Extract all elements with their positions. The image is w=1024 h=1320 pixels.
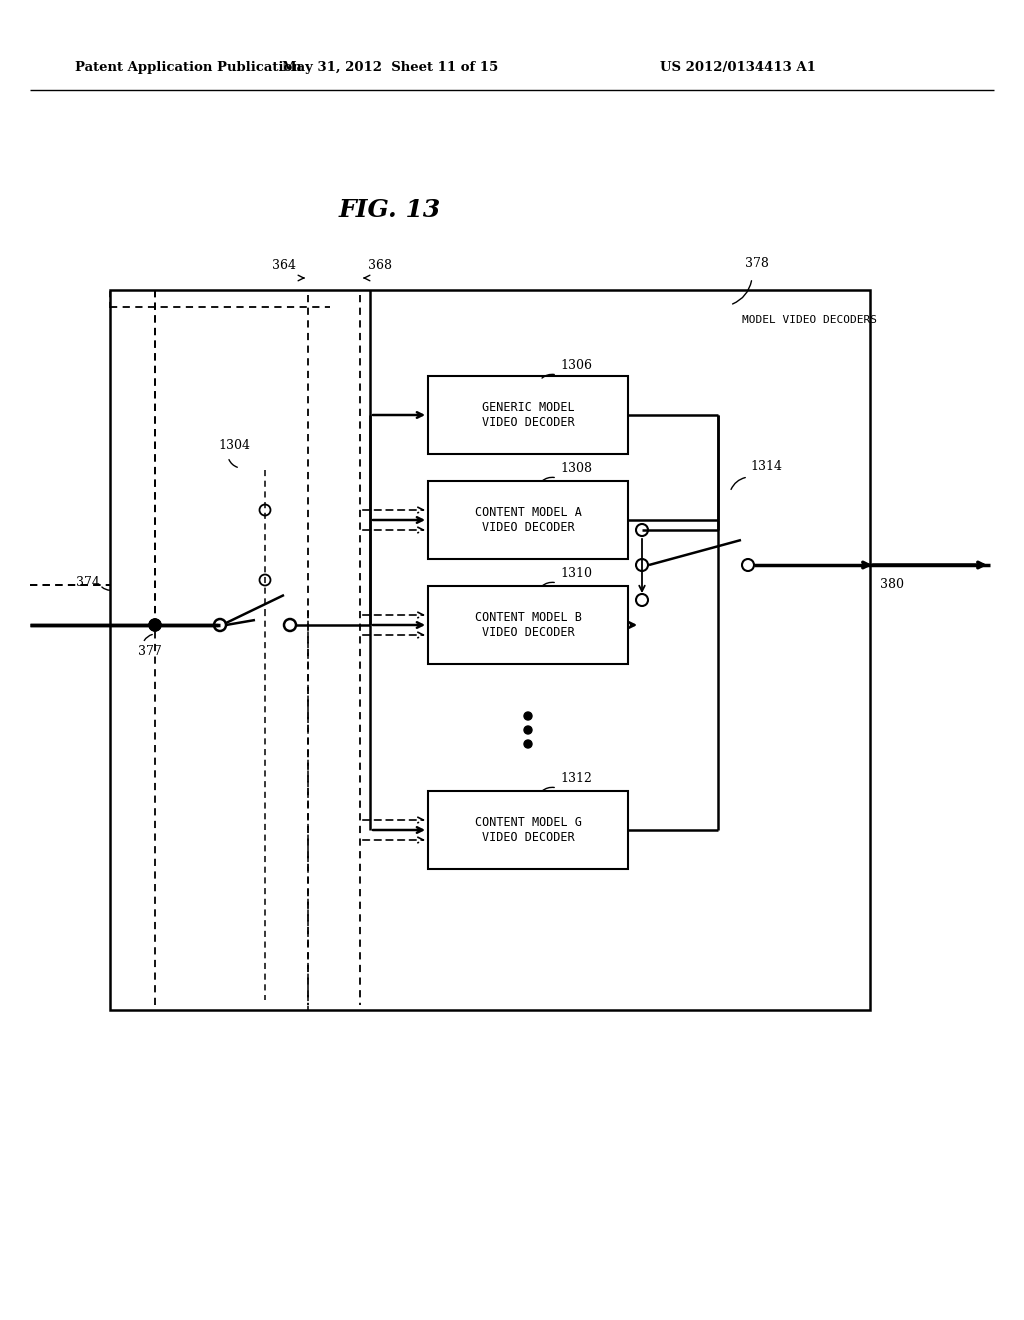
Text: GENERIC MODEL
VIDEO DECODER: GENERIC MODEL VIDEO DECODER	[481, 401, 574, 429]
Text: CONTENT MODEL B
VIDEO DECODER: CONTENT MODEL B VIDEO DECODER	[474, 611, 582, 639]
Text: FIG. 13: FIG. 13	[339, 198, 441, 222]
Bar	[428, 586, 628, 664]
Text: 374: 374	[76, 576, 100, 589]
Text: Patent Application Publication: Patent Application Publication	[75, 62, 302, 74]
Bar	[193, 470, 325, 610]
Text: 1306: 1306	[560, 359, 592, 372]
Bar	[628, 490, 762, 640]
Text: 380: 380	[880, 578, 904, 591]
Circle shape	[150, 619, 161, 631]
Bar	[428, 480, 628, 558]
Bar	[428, 791, 628, 869]
Text: 1310: 1310	[560, 568, 592, 579]
Text: 378: 378	[745, 257, 769, 271]
Text: 1312: 1312	[560, 772, 592, 785]
Text: CONTENT MODEL A
VIDEO DECODER: CONTENT MODEL A VIDEO DECODER	[474, 506, 582, 535]
Text: 1308: 1308	[560, 462, 592, 475]
Text: 1314: 1314	[750, 459, 782, 473]
Text: 1304: 1304	[218, 440, 250, 451]
Circle shape	[524, 711, 532, 719]
Circle shape	[150, 619, 161, 631]
Text: US 2012/0134413 A1: US 2012/0134413 A1	[660, 62, 816, 74]
Bar	[110, 290, 870, 1010]
Text: 364: 364	[272, 259, 296, 272]
Text: MODEL VIDEO DECODERS: MODEL VIDEO DECODERS	[742, 315, 877, 325]
Bar	[428, 376, 628, 454]
Circle shape	[524, 726, 532, 734]
Text: May 31, 2012  Sheet 11 of 15: May 31, 2012 Sheet 11 of 15	[282, 62, 498, 74]
Circle shape	[524, 741, 532, 748]
Text: 368: 368	[368, 259, 392, 272]
Text: 377: 377	[138, 645, 162, 657]
Bar	[330, 305, 858, 998]
Text: CONTENT MODEL G
VIDEO DECODER: CONTENT MODEL G VIDEO DECODER	[474, 816, 582, 843]
